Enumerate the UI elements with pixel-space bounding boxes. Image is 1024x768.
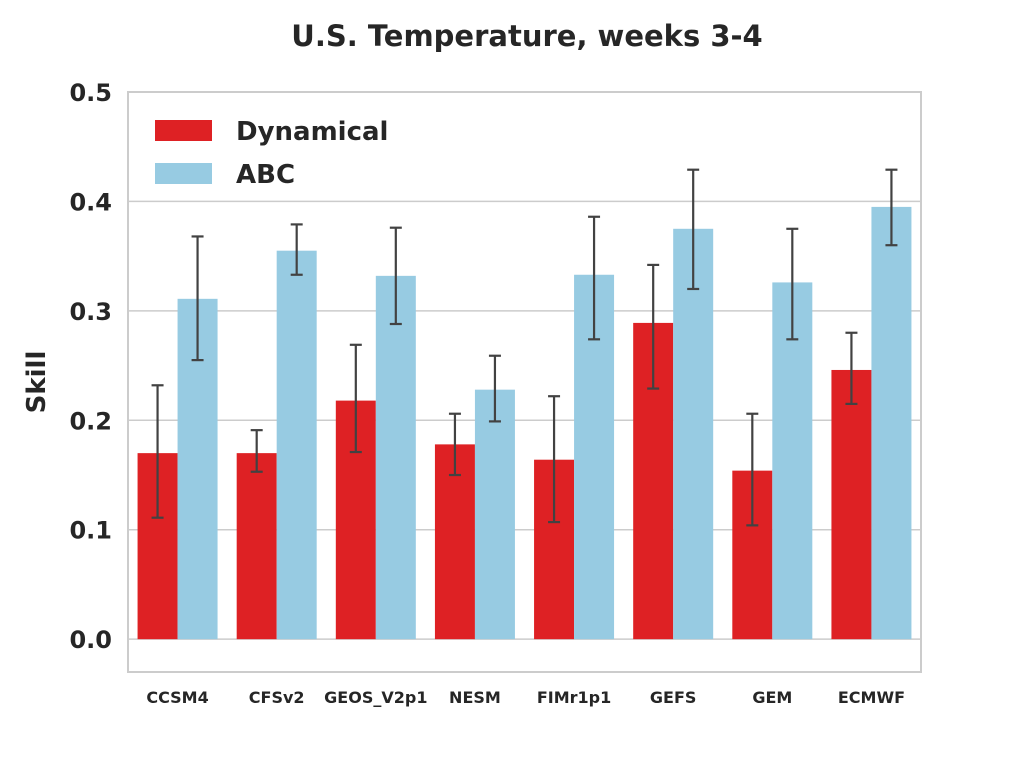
x-tick-label-ecmwf: ECMWF	[838, 688, 905, 707]
x-tick-label-gefs: GEFS	[650, 688, 697, 707]
y-tick-label: 0.5	[69, 79, 112, 107]
y-tick-label: 0.1	[69, 517, 112, 545]
y-axis-label: Skill	[22, 351, 52, 414]
y-tick-label: 0.3	[69, 298, 112, 326]
bar-dynamical-nesm	[434, 444, 475, 640]
bar-abc-nesm	[474, 389, 515, 640]
y-tick-label: 0.4	[69, 188, 112, 216]
chart-title: U.S. Temperature, weeks 3-4	[291, 19, 762, 53]
bar-abc-gem	[772, 282, 813, 640]
y-tick-label: 0.2	[69, 407, 112, 435]
plot-frame	[127, 91, 922, 673]
x-tick-label-cfsv2: CFSv2	[249, 688, 305, 707]
legend-swatch-dynamical	[155, 120, 212, 141]
bars	[137, 206, 912, 640]
x-tick-label-ccsm4: CCSM4	[146, 688, 208, 707]
legend-label-dynamical: Dynamical	[236, 117, 388, 147]
bar-abc-ecmwf	[871, 206, 912, 640]
x-axis-ticks: CCSM4 CFSv2 GEOS_V2p1 NESM FIMr1p1 GEFS GEM ECM…	[146, 688, 905, 707]
x-tick-label-geos-v2p1: GEOS_V2p1	[324, 688, 427, 707]
error-bars	[151, 168, 898, 527]
y-tick-label: 0.0	[69, 626, 112, 654]
bar-dynamical-cfsv2	[236, 453, 277, 640]
bar-abc-gefs	[673, 228, 714, 640]
legend: Dynamical ABC	[143, 108, 418, 198]
legend-swatch-abc	[155, 163, 212, 184]
x-tick-label-nesm: NESM	[449, 688, 501, 707]
x-tick-label-gem: GEM	[752, 688, 792, 707]
bar-dynamical-ecmwf	[831, 369, 872, 640]
bar-abc-cfsv2	[276, 250, 317, 640]
bar-abc-geos-v2p1	[375, 275, 416, 640]
x-tick-label-fimr1p1: FIMr1p1	[537, 688, 611, 707]
y-axis-ticks: 0.0 0.1 0.2 0.3 0.4 0.5	[69, 79, 112, 654]
legend-label-abc: ABC	[236, 160, 295, 190]
